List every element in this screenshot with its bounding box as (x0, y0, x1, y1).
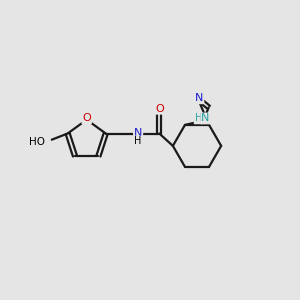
Text: O: O (82, 113, 91, 123)
Text: N: N (134, 128, 142, 138)
Text: O: O (155, 104, 164, 114)
Text: N: N (201, 113, 210, 124)
Text: N: N (195, 93, 203, 103)
Text: H: H (134, 136, 142, 146)
Text: HO: HO (29, 137, 45, 147)
Text: H: H (194, 113, 202, 124)
